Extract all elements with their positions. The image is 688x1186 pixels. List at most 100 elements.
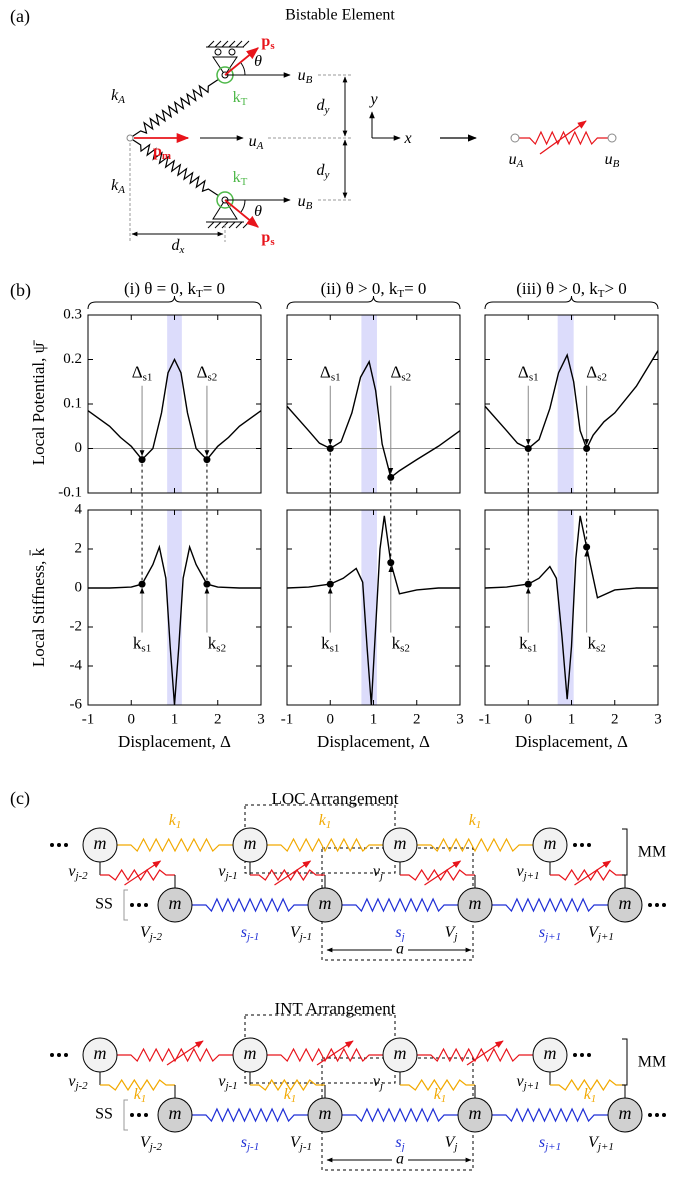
lattice-label: a: [396, 941, 404, 958]
ellipsis-dot: [137, 1113, 141, 1117]
y-tick-label: -2: [70, 618, 83, 634]
text-part: v: [373, 1073, 381, 1090]
brace: [484, 295, 659, 310]
chart-subtitle: (ii) θ > 0, kT= 0: [321, 279, 427, 300]
curve: [88, 544, 261, 706]
stiffness-label: k1: [584, 1086, 597, 1105]
roller: [214, 48, 222, 56]
spring: [400, 1078, 475, 1092]
text-part: v: [218, 1073, 226, 1090]
subscript: A: [117, 94, 125, 106]
diagram-label: kT: [233, 169, 248, 188]
ellipsis-dot: [648, 1113, 652, 1117]
text-part: u: [605, 151, 613, 168]
mass-label: m: [544, 833, 557, 853]
text-part: V: [290, 924, 302, 941]
text-part: v: [516, 863, 524, 880]
displacement-label: Vj-1: [290, 1134, 312, 1153]
point-label: ks1: [321, 633, 339, 654]
mass: [307, 1097, 343, 1133]
pin: [126, 134, 134, 142]
displacement-label: vj-2: [68, 863, 88, 882]
panel-label: (b): [10, 280, 31, 301]
ellipsis-dot: [137, 903, 141, 907]
equilibrium-point: [138, 456, 146, 464]
force-arrow: [224, 47, 259, 76]
displacement-label: Vj: [445, 924, 458, 943]
text-part: p: [261, 33, 270, 50]
text-part: k: [587, 633, 596, 652]
diagram-label: dy: [317, 97, 330, 116]
support: [212, 56, 238, 76]
ellipsis-dot: [655, 1113, 659, 1117]
bistable-arrow: [424, 860, 462, 886]
x-tick-label: -1: [479, 711, 492, 727]
mass-label: m: [319, 893, 332, 913]
bistable-arrow: [166, 1040, 204, 1066]
x-tick-label: 2: [413, 711, 421, 727]
text-part: Δ: [390, 363, 401, 382]
support: [212, 199, 238, 220]
diagram-label: uB: [605, 151, 620, 170]
spring: [342, 897, 458, 913]
stiffness-label: sj+1: [539, 924, 561, 943]
hatch: [242, 221, 250, 229]
text-part: v: [373, 863, 381, 880]
x-tick-label: 3: [456, 711, 464, 727]
text-part: k: [133, 633, 142, 652]
point-label: Δs2: [197, 363, 218, 384]
ellipsis-dot: [130, 1113, 134, 1117]
displacement-label: vj-2: [68, 1073, 88, 1092]
text-part: v: [68, 863, 76, 880]
subscript: s2: [400, 642, 410, 654]
subscript: s2: [597, 371, 607, 383]
subscript: s1: [331, 371, 341, 383]
ellipsis-dot: [580, 843, 584, 847]
point-label: ks2: [587, 633, 605, 654]
subscript: s1: [529, 371, 539, 383]
point-label: Δs2: [586, 363, 607, 384]
displacement-label: vj: [373, 1073, 383, 1092]
mass: [157, 1097, 193, 1133]
arrangement-title: INT Arrangement: [274, 999, 395, 1018]
mass-label: m: [469, 893, 482, 913]
ellipsis-dot: [130, 903, 134, 907]
text-part: k: [319, 812, 327, 829]
curve: [286, 359, 461, 479]
x-tick-label: 3: [257, 711, 265, 727]
x-tick-label: 1: [568, 711, 576, 727]
spring-ka: [129, 137, 220, 197]
mass: [82, 827, 118, 863]
hatch: [242, 40, 250, 48]
text-part: k: [111, 87, 119, 104]
panel-label: (c): [10, 788, 30, 809]
mass: [532, 827, 568, 863]
spring: [267, 837, 383, 853]
text-part: V: [140, 924, 152, 941]
subscript: j-1: [245, 1141, 259, 1153]
text-part: k: [208, 633, 217, 652]
bistable-arrow: [274, 860, 312, 886]
brace: [87, 295, 262, 310]
equilibrium-point: [583, 543, 591, 551]
displacement-label: Vj+1: [588, 924, 614, 943]
diagram-label: x: [403, 130, 411, 147]
text-part: u: [249, 133, 257, 150]
mass-label: m: [94, 1043, 107, 1063]
chart-subtitle: (iii) θ > 0, kT> 0: [516, 279, 627, 300]
x-tick-label: -1: [82, 711, 95, 727]
ellipsis-dot: [655, 903, 659, 907]
bistable-arrow: [316, 1040, 354, 1066]
text-part: V: [445, 1134, 457, 1151]
label-bg: [392, 1152, 408, 1168]
text-part: k: [169, 812, 177, 829]
x-tick-label: 1: [171, 711, 179, 727]
subscript: j: [400, 931, 405, 943]
mass: [607, 1097, 643, 1133]
point-label: Δs1: [320, 363, 341, 384]
subscript: B: [306, 200, 313, 212]
subscript: j: [400, 1141, 405, 1153]
spring: [492, 897, 608, 913]
diagram-label: ps: [261, 33, 275, 52]
y-axis-label: Local Stiffness, k̄: [29, 547, 48, 667]
